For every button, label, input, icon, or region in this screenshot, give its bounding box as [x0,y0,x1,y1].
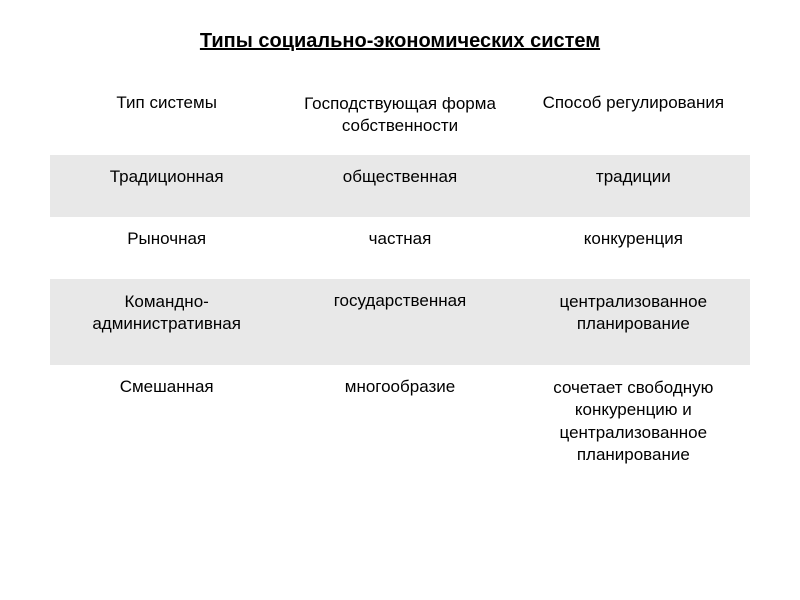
cell-ownership: общественная [283,155,516,217]
cell-type: Рыночная [50,217,283,279]
col-header-type: Тип системы [50,83,283,155]
table-header-row: Тип системы Господствующая форма собстве… [50,83,750,155]
table-row: Смешанная многообразие сочетает свободну… [50,365,750,477]
cell-ownership: государственная [283,279,516,365]
cell-regulation: сочетает свободную конкуренцию и централ… [517,365,750,477]
cell-regulation: централизованное планирование [517,279,750,365]
table-row: Рыночная частная конкуренция [50,217,750,279]
systems-table: Тип системы Господствующая форма собстве… [50,83,750,478]
cell-ownership: многообразие [283,365,516,477]
cell-type: Смешанная [50,365,283,477]
page-title: Типы социально-экономических систем [50,30,750,53]
col-header-regulation: Способ регулирования [517,83,750,155]
col-header-ownership: Господствующая форма собственности [283,83,516,155]
table-row: Командно-административная государственна… [50,279,750,365]
cell-ownership: частная [283,217,516,279]
cell-regulation: традиции [517,155,750,217]
cell-type: Командно-административная [50,279,283,365]
table-row: Традиционная общественная традиции [50,155,750,217]
cell-regulation: конкуренция [517,217,750,279]
cell-type: Традиционная [50,155,283,217]
